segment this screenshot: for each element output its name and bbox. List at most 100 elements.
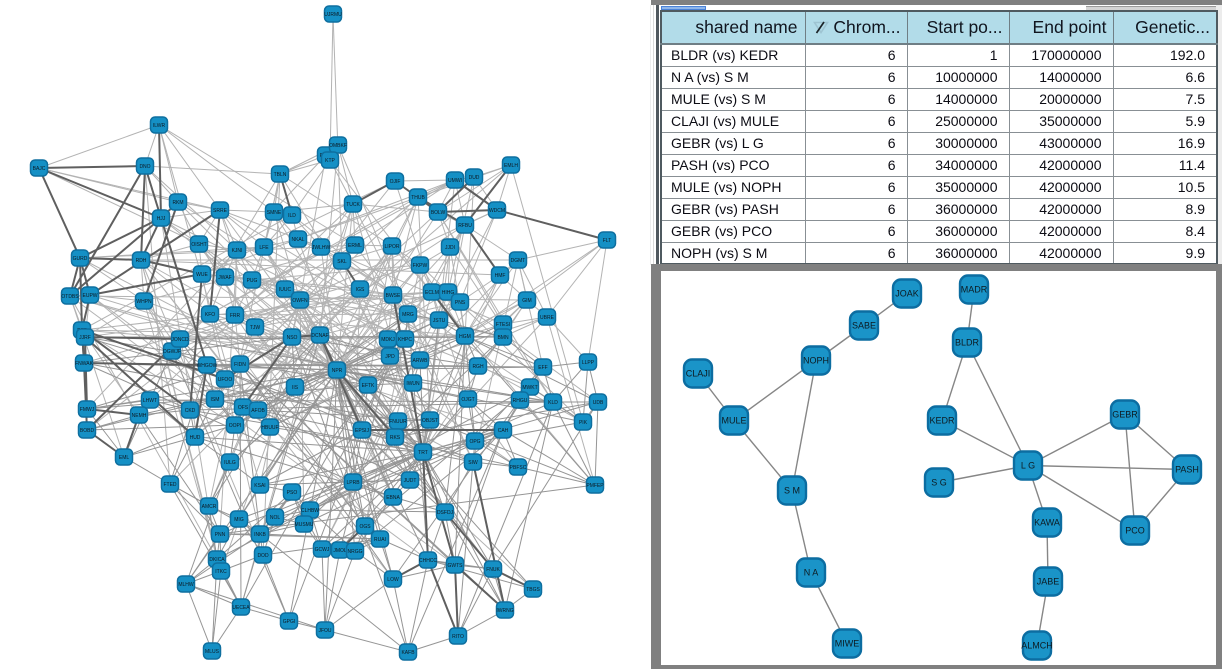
svg-text:KSAI: KSAI [254, 483, 265, 489]
svg-text:CKD: CKD [185, 408, 196, 414]
svg-text:PSO: PSO [287, 490, 298, 496]
svg-text:L G: L G [1021, 461, 1035, 471]
svg-text:SABE: SABE [852, 321, 876, 331]
svg-text:EPSIJ: EPSIJ [355, 428, 369, 434]
svg-text:HMF: HMF [495, 273, 506, 279]
svg-text:RHGU: RHGU [513, 398, 528, 404]
svg-text:CAH: CAH [498, 428, 509, 434]
svg-text:MULE: MULE [721, 416, 746, 426]
svg-text:DNO: DNO [139, 164, 150, 170]
svg-text:OOPI: OOPI [229, 423, 242, 429]
svg-text:NOPH: NOPH [803, 356, 829, 366]
svg-text:HUD: HUD [190, 435, 201, 441]
svg-text:OJIF: OJIF [390, 179, 401, 185]
svg-text:BMN: BMN [497, 335, 509, 341]
svg-text:MLHW: MLHW [178, 582, 194, 588]
svg-text:GPGI: GPGI [283, 619, 296, 625]
svg-text:GEBR: GEBR [1112, 410, 1138, 420]
svg-text:RUAI: RUAI [374, 537, 386, 543]
svg-text:WHGOW: WHGOW [197, 363, 218, 369]
svg-text:EML: EML [119, 455, 130, 461]
svg-text:HIHG: HIHG [442, 290, 455, 296]
svg-text:AMCR: AMCR [202, 504, 217, 510]
svg-text:WDCM: WDCM [489, 208, 505, 214]
svg-text:INKB: INKB [254, 532, 266, 538]
svg-text:FRR: FRR [230, 313, 241, 319]
svg-text:DUD: DUD [469, 175, 480, 181]
svg-text:OFS: OFS [238, 405, 249, 411]
svg-text:MLUS: MLUS [205, 649, 220, 655]
svg-text:LHWT: LHWT [143, 398, 157, 404]
svg-text:N A: N A [804, 568, 819, 578]
svg-text:IULG: IULG [224, 460, 236, 466]
svg-text:TBLN: TBLN [274, 172, 287, 178]
svg-text:FLT: FLT [603, 238, 612, 244]
svg-text:BLDR: BLDR [955, 338, 980, 348]
svg-text:PMFEP: PMFEP [586, 483, 604, 489]
svg-text:UDB: UDB [593, 400, 604, 406]
svg-text:MRG: MRG [402, 312, 414, 318]
svg-text:TJW: TJW [250, 325, 261, 331]
svg-text:SRRE: SRRE [213, 208, 228, 214]
svg-text:GWTS: GWTS [448, 563, 464, 569]
svg-text:PCO: PCO [1125, 526, 1145, 536]
svg-text:UECEA: UECEA [232, 605, 250, 611]
svg-text:HJJ: HJJ [157, 216, 166, 222]
svg-text:MWKT: MWKT [522, 385, 537, 391]
svg-text:JONCD: JONCD [171, 337, 189, 343]
svg-text:ITKC: ITKC [215, 569, 227, 575]
svg-text:FKPW: FKPW [413, 263, 428, 269]
svg-text:SKL: SKL [337, 259, 347, 265]
svg-text:TUCK: TUCK [346, 202, 360, 208]
svg-text:OPG: OPG [469, 439, 480, 445]
svg-text:KJNI: KJNI [232, 248, 243, 254]
svg-text:RFBU: RFBU [458, 223, 472, 229]
svg-text:FNUK: FNUK [486, 567, 500, 573]
svg-text:RDH: RDH [136, 258, 147, 264]
svg-text:KFO: KFO [205, 312, 215, 318]
svg-text:BOLW: BOLW [431, 210, 446, 216]
svg-text:MIG: MIG [234, 517, 244, 523]
svg-text:EMLH: EMLH [504, 163, 518, 169]
svg-text:PIK: PIK [579, 420, 588, 426]
svg-text:LIPOR: LIPOR [384, 244, 399, 250]
svg-text:EBNA: EBNA [386, 495, 400, 501]
svg-text:BWSE: BWSE [386, 293, 401, 299]
svg-text:EFF: EFF [538, 365, 547, 371]
svg-text:GCWJ: GCWJ [315, 547, 330, 553]
svg-text:JMOL: JMOL [333, 548, 347, 554]
svg-text:JFOU: JFOU [318, 628, 331, 634]
svg-text:SIW: SIW [468, 460, 478, 466]
svg-text:KLD: KLD [548, 400, 558, 406]
svg-text:KEDR: KEDR [929, 416, 955, 426]
svg-text:IIS: IIS [292, 385, 299, 391]
svg-text:OGS: OGS [359, 524, 371, 530]
svg-text:IUUC: IUUC [279, 287, 292, 293]
svg-text:ISM: ISM [211, 397, 220, 403]
svg-text:RGH: RGH [472, 364, 484, 370]
svg-text:MUSMU: MUSMU [295, 522, 314, 528]
svg-text:EUPW: EUPW [83, 293, 98, 299]
svg-text:UFOO: UFOO [218, 377, 233, 383]
svg-text:OJGT: OJGT [461, 397, 474, 403]
svg-text:BOBD: BOBD [80, 428, 95, 434]
svg-text:RKS: RKS [390, 435, 401, 441]
svg-text:KHPC: KHPC [398, 337, 412, 343]
svg-text:FIDN: FIDN [234, 362, 246, 368]
svg-text:ILWR: ILWR [153, 123, 166, 129]
svg-text:ILD: ILD [288, 213, 296, 219]
svg-text:IWUN: IWUN [406, 381, 420, 387]
svg-text:NRGG: NRGG [348, 549, 363, 555]
svg-text:FMWJ: FMWJ [80, 407, 95, 413]
svg-text:THUB: THUB [411, 195, 425, 201]
svg-text:DKICA: DKICA [209, 557, 225, 563]
svg-text:FNUUR: FNUUR [389, 419, 407, 425]
svg-text:NPR: NPR [332, 368, 343, 374]
svg-text:MADR: MADR [961, 285, 988, 295]
svg-text:JJDI: JJDI [445, 245, 455, 251]
svg-text:IWRNG: IWRNG [496, 608, 513, 614]
svg-text:OWFN: OWFN [292, 298, 308, 304]
svg-text:KTP: KTP [325, 158, 335, 164]
svg-text:RITO: RITO [452, 634, 464, 640]
svg-text:NEMH: NEMH [132, 413, 147, 419]
